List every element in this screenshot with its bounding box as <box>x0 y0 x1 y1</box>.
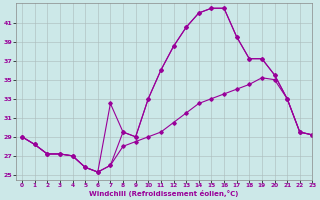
X-axis label: Windchill (Refroidissement éolien,°C): Windchill (Refroidissement éolien,°C) <box>89 190 239 197</box>
